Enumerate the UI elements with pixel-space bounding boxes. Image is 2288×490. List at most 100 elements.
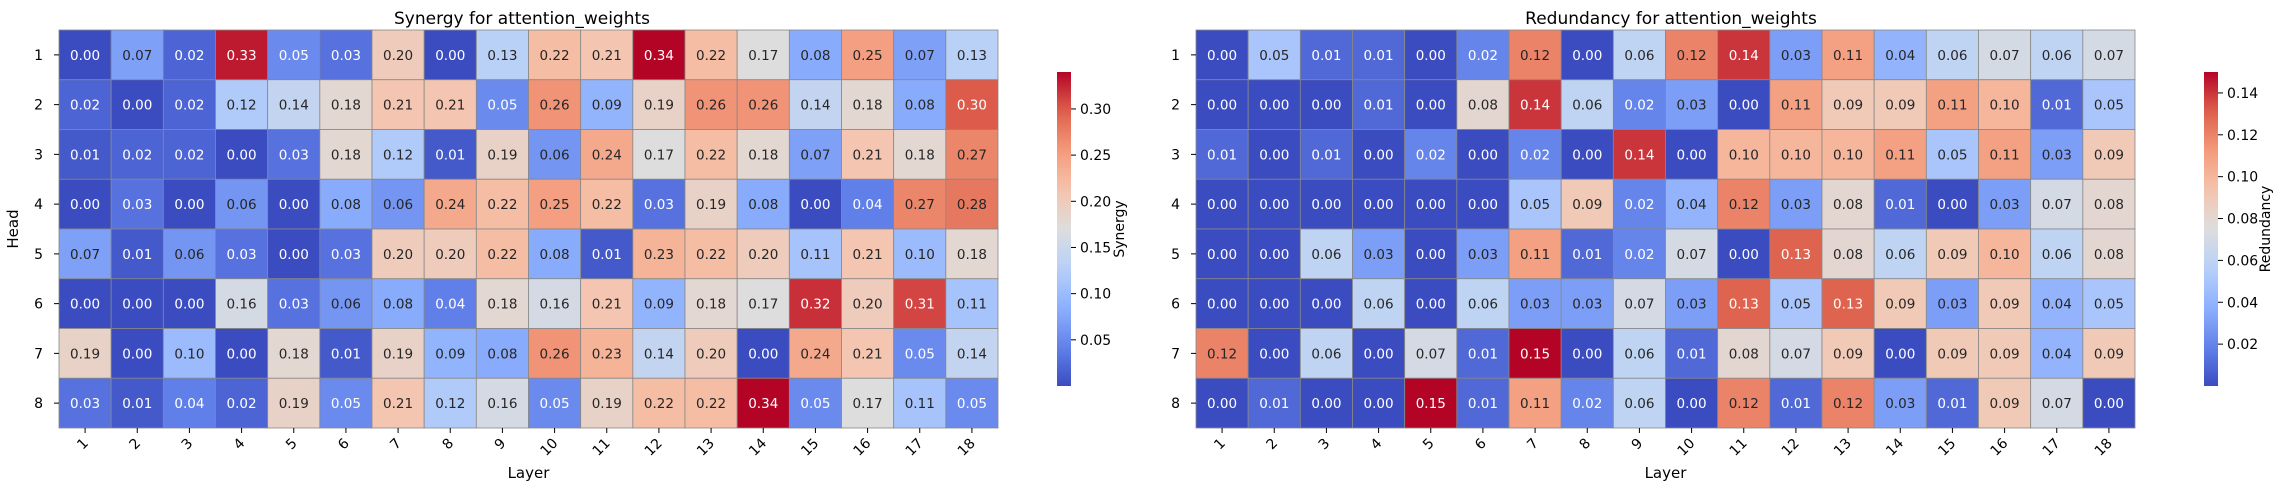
- cell-value-label: 0.05: [331, 396, 361, 412]
- heatmap-cell: [215, 228, 269, 280]
- heatmap-cell: [528, 228, 582, 280]
- heatmap-cell: [580, 328, 634, 379]
- cell-value-label: 0.21: [383, 98, 413, 114]
- heatmap-cell: [423, 377, 477, 429]
- cell-value-label: 0.05: [279, 48, 309, 64]
- cell-value-label: 0.11: [1937, 98, 1967, 114]
- heatmap-cell: [945, 278, 999, 329]
- cell-value-label: 0.00: [227, 346, 257, 362]
- cell-value-label: 0.09: [1990, 346, 2020, 362]
- heatmap-cell: [267, 79, 321, 130]
- colorbar-tick-label: 0.10: [2227, 170, 2258, 186]
- cell-value-label: 0.06: [383, 197, 413, 213]
- cell-value-label: 0.02: [122, 147, 152, 163]
- colorbar-tick-label: 0.04: [2227, 295, 2258, 311]
- colorbar-tick-label: 0.14: [2227, 86, 2258, 102]
- cell-value-label: 0.08: [487, 346, 517, 362]
- cell-value-label: 0.03: [1885, 396, 1915, 412]
- colorbar-tick-label: 0.20: [1080, 194, 1111, 210]
- cell-value-label: 0.03: [70, 396, 100, 412]
- cell-value-label: 0.00: [1311, 197, 1341, 213]
- heatmap-cell: [1456, 29, 1510, 81]
- cell-value-label: 0.00: [70, 197, 100, 213]
- colorbar-tick-label: 0.15: [1080, 240, 1111, 256]
- cell-value-label: 0.00: [1259, 297, 1289, 313]
- cell-value-label: 0.10: [1990, 247, 2020, 263]
- cell-value-label: 0.13: [1729, 297, 1759, 313]
- heatmap-cell: [1195, 278, 1249, 329]
- colorbar-tick-label: 0.30: [1080, 102, 1111, 118]
- cell-value-label: 0.02: [1572, 396, 1602, 412]
- cell-value-label: 0.20: [853, 297, 883, 313]
- x-tick-label: 8: [439, 436, 457, 454]
- heatmap-cell: [475, 129, 529, 180]
- cell-value-label: 0.07: [2094, 48, 2124, 64]
- cell-value-label: 0.08: [1833, 247, 1863, 263]
- cell-value-label: 0.05: [2094, 297, 2124, 313]
- cell-value-label: 0.26: [540, 346, 570, 362]
- heatmap-cell: [267, 328, 321, 379]
- cell-value-label: 0.00: [70, 48, 100, 64]
- heatmap-cell: [162, 228, 216, 280]
- x-tick-label: 3: [1316, 436, 1334, 454]
- cell-value-label: 0.01: [331, 346, 361, 362]
- synergy-heatmap-panel: Synergy for attention_weights 0.00 0.07 0.0…: [4, 9, 1128, 482]
- cell-value-label: 0.01: [1364, 48, 1394, 64]
- heatmap-cell: [1560, 377, 1614, 429]
- heatmap-cell: [1873, 79, 1927, 130]
- cell-value-label: 0.00: [1937, 197, 1967, 213]
- heatmap-cell: [58, 377, 112, 429]
- cell-value-label: 0.08: [1468, 98, 1498, 114]
- heatmap-cell: [1560, 228, 1614, 280]
- cell-value-label: 0.09: [1990, 396, 2020, 412]
- cell-value-label: 0.03: [644, 197, 674, 213]
- y-tick-label: 2: [34, 98, 43, 114]
- cell-value-label: 0.05: [957, 396, 987, 412]
- y-tick-label: 8: [1171, 396, 1180, 412]
- cell-value-label: 0.14: [1729, 48, 1759, 64]
- heatmap-cell: [893, 278, 947, 329]
- y-tick-label: 6: [1171, 297, 1180, 313]
- cell-value-label: 0.05: [1259, 48, 1289, 64]
- x-tick-label: 5: [1420, 436, 1438, 454]
- heatmap-cell: [684, 278, 738, 329]
- colorbar: [1057, 72, 1071, 386]
- heatmap-cell: [632, 129, 686, 180]
- cell-value-label: 0.11: [1520, 247, 1550, 263]
- x-axis-label: Layer: [508, 464, 551, 482]
- heatmap-cell: [893, 29, 947, 81]
- cell-value-label: 0.20: [383, 48, 413, 64]
- cell-value-label: 0.00: [435, 48, 465, 64]
- heatmap-cell: [1508, 377, 1562, 429]
- cell-value-label: 0.02: [70, 98, 100, 114]
- cell-value-label: 0.03: [1677, 98, 1707, 114]
- cell-value-label: 0.01: [1885, 197, 1915, 213]
- heatmap-cell: [2030, 278, 2084, 329]
- cell-value-label: 0.25: [853, 48, 883, 64]
- cell-value-label: 0.04: [2042, 297, 2072, 313]
- colorbar-tick-label: 0.12: [2227, 128, 2258, 144]
- heatmap-cell: [1404, 377, 1458, 429]
- cell-value-label: 0.18: [748, 147, 778, 163]
- cell-value-label: 0.11: [800, 247, 830, 263]
- cell-value-label: 0.04: [435, 297, 465, 313]
- cell-value-label: 0.00: [1207, 48, 1237, 64]
- heatmap-cell: [58, 29, 112, 81]
- cell-value-label: 0.21: [383, 396, 413, 412]
- heatmap-cell: [1717, 377, 1771, 429]
- heatmap-cell: [632, 228, 686, 280]
- redundancy-heatmap-panel: Redundancy for attention_weights 0.00 0.05…: [1171, 9, 2274, 482]
- heatmap-cell: [1560, 129, 1614, 180]
- x-tick-label: 16: [1987, 435, 2011, 459]
- cell-value-label: 0.22: [644, 396, 674, 412]
- cell-value-label: 0.10: [1990, 98, 2020, 114]
- heatmap-cell: [1404, 129, 1458, 180]
- cell-value-label: 0.04: [853, 197, 883, 213]
- heatmap-cell: [1612, 79, 1666, 130]
- cell-value-label: 0.16: [227, 297, 257, 313]
- heatmap-cell: [1978, 377, 2032, 429]
- cell-value-label: 0.01: [1468, 396, 1498, 412]
- cell-value-label: 0.11: [1781, 98, 1811, 114]
- cell-value-label: 0.09: [435, 346, 465, 362]
